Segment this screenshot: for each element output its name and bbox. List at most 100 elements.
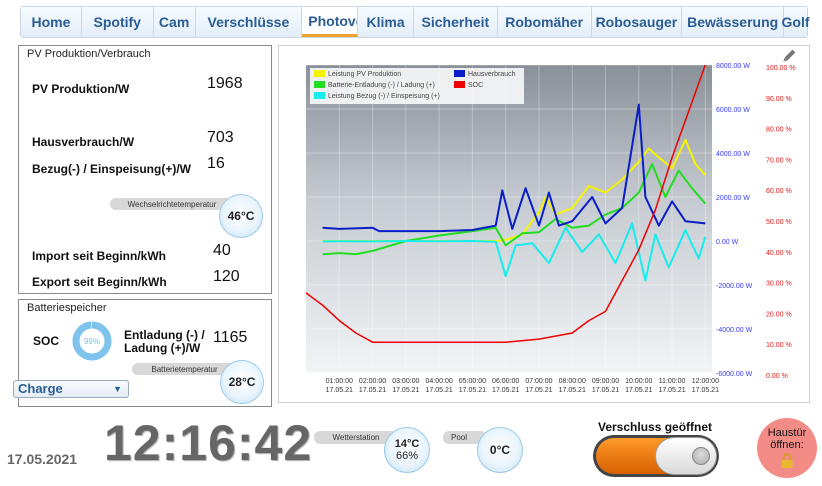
legend-swatch [314,70,325,77]
charge-label-line2: Ladung (+)/W [124,341,201,355]
lock-toggle-knob[interactable] [655,437,717,475]
pool-bubble: 0°C [477,427,523,473]
pool-label: Pool [443,431,487,444]
series-line [322,103,706,233]
x-axis-tick-date: 17.05.21 [326,387,353,394]
x-axis-tick-time: 04:00:00 [425,378,452,385]
series-line [305,64,707,343]
x-axis-tick-time: 12:00:00 [692,378,719,385]
left-axis: 8000.00 W 6000.00 W 4000.00 W 2000.00 W 0.00… [716,63,753,378]
tab-klima[interactable]: Klima [358,7,414,37]
x-axis-tick-date: 17.05.21 [392,387,419,394]
x-axis-tick-date: 17.05.21 [525,387,552,394]
series-line [322,222,707,282]
right-axis-tick-label: 20.00 % [766,311,792,318]
legend-swatch [454,70,465,77]
grid-label: Bezug(-) / Einspeisung(+)/W [32,162,191,176]
left-axis-tick-label: -2000.00 W [716,283,753,290]
tab-golf[interactable]: Golf [782,7,810,37]
x-axis-tick-date: 17.05.21 [658,387,685,394]
x-axis-tick-date: 17.05.21 [692,387,719,394]
pool-temp: 0°C [489,443,511,457]
x-axis: 01:00:00 17.05.21 02:00:00 17.05.21 03:00:00… [326,378,719,394]
battery-panel: Batteriespeicher SOC 99% Entladung (-) /… [18,299,272,407]
pencil-icon[interactable] [782,49,796,63]
x-axis-tick-date: 17.05.21 [359,387,386,394]
pv-panel: PV Produktion/Verbrauch PV Produktion/W … [18,45,272,294]
pv-production-value: 1968 [207,75,243,92]
x-axis-tick-date: 17.05.21 [625,387,652,394]
right-axis-tick-label: 90.00 % [766,96,792,103]
pv-production-label: PV Produktion/W [32,82,130,96]
battery-mode-value: Charge [18,381,63,396]
x-axis-tick-time: 02:00:00 [359,378,386,385]
x-axis-tick-time: 01:00:00 [326,378,353,385]
tab-cam[interactable]: Cam [153,7,196,37]
inverter-temp-bubble: 46°C [219,194,263,238]
tab-photovoltaik[interactable]: Photovoltaik [302,7,359,37]
right-axis-tick-label: 40.00 % [766,250,792,257]
toggle-knob-dot [692,447,710,465]
battery-panel-title: Batteriespeicher [27,302,107,314]
battery-temp-label: Batterietemperatur [132,363,237,375]
chart-series [305,64,707,343]
left-axis-tick-label: 2000.00 W [716,195,750,202]
chevron-down-icon: ▼ [113,384,122,394]
tab-spotify[interactable]: Spotify [81,7,154,37]
tab-sicherheit[interactable]: Sicherheit [414,7,498,37]
current-date: 17.05.2021 [7,451,78,467]
soc-label: SOC [33,334,60,348]
left-axis-tick-label: 8000.00 W [716,63,750,70]
tab-home[interactable]: Home [21,7,82,37]
soc-gauge-arc [72,321,112,361]
x-axis-tick-time: 06:00:00 [492,378,519,385]
pv-panel-title: PV Produktion/Verbrauch [27,48,151,60]
import-value: 40 [213,242,231,259]
legend-box [310,68,524,104]
tab-robosauger[interactable]: Robosauger [591,7,683,37]
right-axis-tick-label: 0.00 % [766,373,788,380]
x-axis-tick-date: 17.05.21 [492,387,519,394]
left-axis-tick-label: 4000.00 W [716,151,750,158]
chart-legend: Leistung PV Produktion Hausverbrauch Batte… [310,68,524,104]
battery-mode-select[interactable]: Charge ▼ [13,380,129,398]
lock-switch-label: Verschluss geöffnet [598,420,713,434]
lock-toggle-track [596,437,717,475]
door-label-line2: öffnen: [770,439,804,451]
weather-bubble: 14°C 66% [384,427,430,473]
charge-label-line1: Entladung (-) / [124,328,205,342]
x-axis-tick-time: 10:00:00 [625,378,652,385]
energy-chart: 8000.00 W 6000.00 W 4000.00 W 2000.00 W 0.00… [305,49,796,394]
legend-label: Hausverbrauch [468,71,516,78]
x-axis-tick-date: 17.05.21 [425,387,452,394]
current-time: 12:16:42 [104,415,313,471]
x-axis-tick-time: 03:00:00 [392,378,419,385]
x-axis-tick-time: 09:00:00 [592,378,619,385]
energy-chart-frame: 8000.00 W 6000.00 W 4000.00 W 2000.00 W 0.00… [278,45,810,403]
right-axis-tick-label: 100.00 % [766,65,796,72]
battery-temp-value: 28°C [228,375,256,389]
x-axis-tick-time: 08:00:00 [559,378,586,385]
lock-toggle-switch[interactable] [593,435,719,477]
left-axis-tick-label: 6000.00 W [716,107,750,114]
x-axis-tick-time: 07:00:00 [525,378,552,385]
x-axis-tick-date: 17.05.21 [459,387,486,394]
right-axis-tick-label: 10.00 % [766,342,792,349]
soc-gauge-text: 99% [84,337,100,346]
legend-label: SOC [468,82,483,89]
export-label: Export seit Beginn/kWh [32,275,167,289]
door-open-button[interactable]: Haustür öffnen: [757,418,817,478]
x-axis-tick-time: 11:00:00 [659,378,686,385]
tab-robomaeher[interactable]: Robomäher [497,7,592,37]
weather-station-label: Wetterstation [314,431,398,444]
x-axis-tick-date: 17.05.21 [592,387,619,394]
tab-verschluesse[interactable]: Verschlüsse [195,7,303,37]
left-axis-tick-label: -6000.00 W [716,371,753,378]
weather-temp: 14°C [394,438,420,450]
right-axis-tick-label: 70.00 % [766,157,792,164]
right-axis-tick-label: 60.00 % [766,188,792,195]
tab-bewaesserung[interactable]: Bewässerung [682,7,785,37]
right-axis-tick-label: 30.00 % [766,281,792,288]
left-axis-tick-label: -4000.00 W [716,327,753,334]
tab-bar: Home Spotify Cam Verschlüsse Photovoltai… [20,6,810,38]
